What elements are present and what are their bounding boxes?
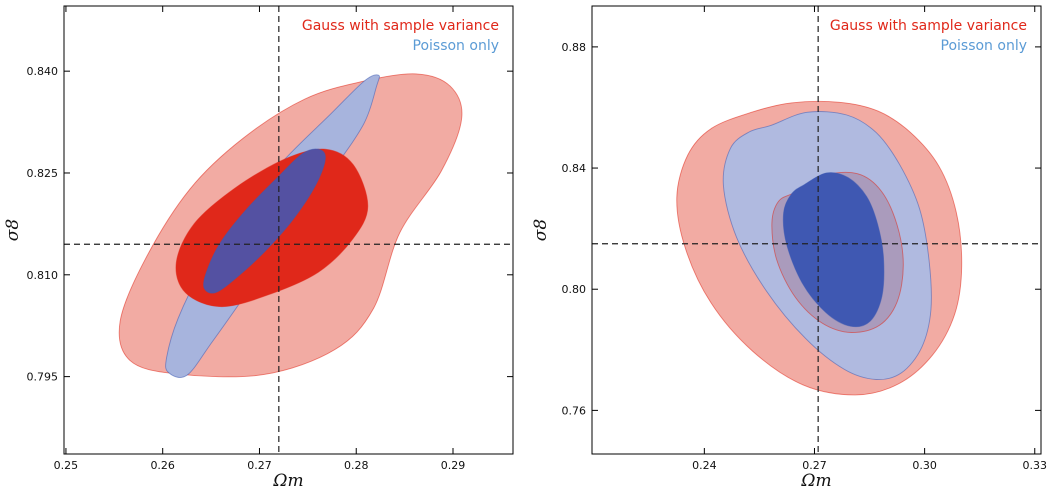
x-tick-label: 0.30 (912, 459, 937, 472)
y-tick-label: 0.825 (27, 167, 59, 180)
x-tick-label: 0.27 (247, 459, 272, 472)
y-tick-label: 0.76 (562, 404, 587, 417)
contour-poisson-inner (782, 172, 885, 328)
legend-entry-gauss: Gauss with sample variance (302, 18, 499, 34)
x-axis-label: Ωm (272, 471, 303, 488)
x-tick-label: 0.25 (54, 459, 79, 472)
y-tick-label: 0.795 (27, 371, 59, 384)
legend-entry-gauss: Gauss with sample variance (830, 18, 1027, 34)
contour-region (676, 101, 963, 396)
legend-entry-poisson: Poisson only (413, 38, 500, 54)
x-tick-label: 0.26 (150, 459, 175, 472)
plot-frame (591, 5, 1042, 455)
y-tick-label: 0.84 (562, 162, 587, 175)
plot-frame (63, 5, 514, 455)
contour-poisson-inner (203, 148, 326, 294)
x-tick-label: 0.33 (1023, 459, 1048, 472)
y-tick-label: 0.88 (562, 41, 587, 54)
x-axis-label: Ωm (800, 471, 831, 488)
y-tick-label: 0.810 (27, 269, 59, 282)
y-tick-label: 0.840 (27, 65, 59, 78)
x-tick-label: 0.27 (802, 459, 827, 472)
y-axis-label: σ8 (531, 219, 551, 242)
legend-entry-poisson: Poisson only (941, 38, 1028, 54)
plot-panel-2: 0.24 0.27 0.30 0.33 0.76 0.80 0.84 0.88 Ωm σ8 Gaus… (531, 5, 1048, 488)
plot-panel-1: 0.25 0.26 0.27 0.28 0.29 0.795 0.810 0.825 0.840… (3, 5, 514, 488)
x-tick-label: 0.28 (344, 459, 369, 472)
x-tick-label: 0.24 (692, 459, 717, 472)
contour-region (118, 73, 463, 378)
y-tick-label: 0.80 (562, 283, 587, 296)
x-tick-label: 0.29 (441, 459, 466, 472)
y-axis-label: σ8 (3, 219, 23, 242)
